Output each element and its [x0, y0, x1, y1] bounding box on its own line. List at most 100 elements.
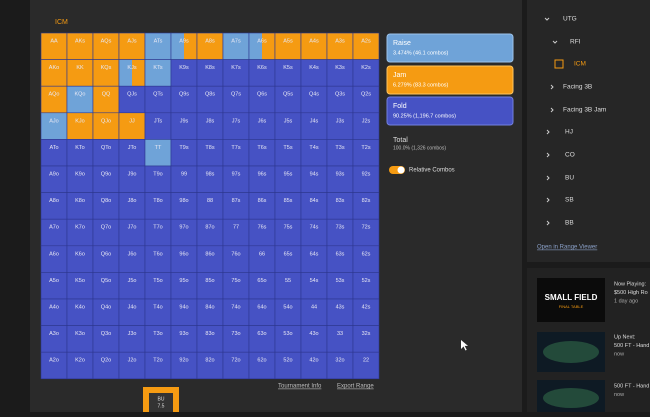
tree-panel — [527, 0, 650, 262]
thumb-sub: FINAL TABLE — [559, 304, 584, 309]
hand-label: K4o — [75, 304, 85, 310]
fold-box[interactable] — [386, 96, 514, 126]
hand-label: QTo — [101, 145, 111, 151]
jam-box[interactable] — [386, 65, 514, 95]
chevron — [550, 107, 554, 113]
cell — [223, 219, 249, 246]
hand-label: 43s — [336, 304, 345, 310]
cell — [223, 299, 249, 326]
total-label: Total — [393, 137, 408, 144]
hand-label: A7o — [49, 225, 59, 231]
hand-label: J8s — [206, 118, 215, 124]
cell — [41, 59, 67, 87]
cell — [197, 139, 223, 166]
cell — [353, 112, 379, 140]
chevron — [550, 84, 554, 90]
hand-label: T2s — [361, 145, 370, 151]
cell — [249, 112, 275, 140]
cell — [197, 59, 223, 87]
hand-label: 96o — [179, 251, 188, 257]
cell — [197, 352, 223, 379]
hand-label: KJo — [75, 118, 84, 124]
cell — [41, 299, 67, 326]
cell — [67, 272, 93, 299]
hand-label: A8s — [205, 38, 215, 44]
cell — [249, 219, 275, 246]
hand-label: AA — [50, 38, 58, 44]
cell — [301, 112, 327, 140]
cell — [301, 325, 327, 353]
cell — [145, 245, 171, 273]
cell — [249, 139, 275, 166]
hand-label: Q8s — [205, 92, 215, 98]
cell — [93, 192, 119, 220]
tree-item: UTG — [563, 16, 577, 23]
cell — [223, 245, 249, 273]
cell — [353, 139, 379, 166]
tree-item: Facing 3B Jam — [563, 107, 606, 114]
cell — [275, 112, 301, 140]
cell — [327, 219, 353, 246]
export-link[interactable]: Export Range — [337, 384, 374, 390]
cell — [145, 352, 171, 379]
hand-label: 98o — [179, 198, 188, 204]
hand-label: Q5s — [283, 92, 293, 98]
cell — [93, 33, 119, 60]
cell — [223, 325, 249, 353]
hand-label: 72s — [362, 225, 371, 231]
cell — [197, 33, 223, 60]
cell — [119, 352, 145, 379]
cell — [93, 219, 119, 246]
hand-label: 84s — [310, 198, 319, 204]
hand-label: K2s — [361, 65, 371, 71]
cell — [249, 166, 275, 193]
cell — [327, 59, 353, 87]
hand-label: J8o — [128, 198, 137, 204]
cell — [197, 272, 223, 299]
seat-stack: 7.5 — [158, 403, 165, 409]
cell — [67, 245, 93, 273]
cell — [67, 59, 93, 87]
video-status: Now Playing: — [614, 281, 647, 287]
hand-label: 52s — [362, 278, 371, 284]
video-title: $500 High Ro — [614, 290, 648, 296]
hand-label: K2o — [75, 358, 85, 364]
hand-label: A7s — [231, 38, 241, 44]
raise-box[interactable] — [386, 33, 514, 63]
hand-label: T7s — [231, 145, 240, 151]
hand-label: Q3s — [335, 92, 345, 98]
cell — [41, 139, 67, 166]
cell — [41, 325, 67, 353]
hand-label: AQo — [48, 92, 59, 98]
hand-label: 52o — [283, 358, 292, 364]
cell — [41, 352, 67, 379]
chevron — [552, 40, 558, 44]
cell — [301, 139, 327, 166]
cell — [249, 299, 275, 326]
hand-label: A6s — [257, 38, 267, 44]
hand-label: 62s — [362, 251, 371, 257]
hand-label: 97o — [179, 225, 188, 231]
cell — [67, 166, 93, 193]
hand-label: 42s — [362, 304, 371, 310]
hand-label: K8s — [205, 65, 215, 71]
cell — [327, 352, 353, 379]
hand-label: Q7o — [101, 225, 111, 231]
thumb[interactable] — [537, 278, 605, 322]
cell — [249, 192, 275, 220]
cell — [197, 166, 223, 193]
cell — [353, 166, 379, 193]
video-title: 500 FT - Hand — [614, 383, 649, 389]
video-time: 1 day ago — [614, 298, 638, 304]
open-link[interactable]: Open in Range Viewer — [537, 245, 597, 251]
hand-label: J7s — [232, 118, 241, 124]
hand-label: 64o — [257, 304, 266, 310]
hand-label: K3o — [75, 331, 85, 337]
cell — [171, 192, 197, 220]
hand-label: J9s — [180, 118, 189, 124]
cell — [301, 219, 327, 246]
chevron — [546, 152, 550, 158]
hand-label: 99 — [181, 171, 187, 177]
cell — [67, 33, 93, 60]
info-link[interactable]: Tournament Info — [278, 384, 322, 390]
